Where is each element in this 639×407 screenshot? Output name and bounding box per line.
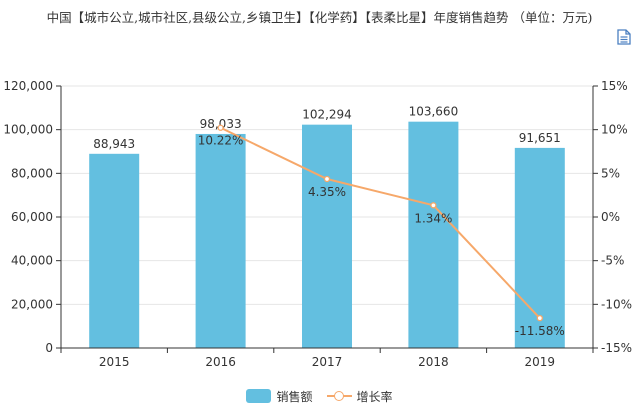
growth-point-2019 (536, 314, 543, 322)
y-right-tick-label: -5% (601, 254, 624, 268)
y-right-tick-label: 0% (601, 210, 620, 224)
bar-2016 (195, 133, 246, 348)
y-left-tick-label: 80,000 (11, 166, 53, 180)
growth-point-2017 (323, 175, 331, 183)
y-left-tick-label: 100,000 (3, 123, 53, 137)
legend-swatch-sales (246, 389, 272, 403)
combo-chart: 88,943 98,033 102,294 103,660 91,651 10.22% 4.… (3, 79, 632, 369)
growth-label-2018: 1.34% (414, 211, 452, 225)
x-tick-label-2017: 2017 (312, 355, 343, 369)
bar-label-2018: 103,660 (409, 105, 459, 119)
x-tick-label-2016: 2016 (205, 355, 236, 369)
bar-label-2015: 88,943 (93, 137, 135, 151)
growth-label-2016: 10.22% (198, 134, 244, 148)
y-left-tick-label: 40,000 (11, 254, 53, 268)
y-right-tick-label: 15% (601, 79, 628, 93)
growth-line (220, 126, 541, 319)
legend-label-sales: 销售额 (276, 389, 313, 404)
chart-title: 中国【城市公立,城市社区,县级公立,乡镇卫生】【化学药】【表柔比星】年度销售趋势… (46, 10, 593, 25)
y-right-tick-label: -15% (601, 341, 632, 355)
y-left-tick-label: 120,000 (3, 79, 53, 93)
y-right-tick-label: 5% (601, 166, 620, 180)
bar-2018 (408, 121, 459, 349)
y-left-tick-label: 20,000 (11, 297, 53, 311)
x-tick-label-2018: 2018 (418, 355, 449, 369)
legend-label-growth: 增长率 (356, 389, 393, 404)
bar-2019 (514, 147, 565, 348)
bar-label-2017: 102,294 (302, 108, 352, 122)
bar-label-2019: 91,651 (519, 131, 561, 145)
y-left-tick-label: 0 (45, 341, 53, 355)
bar-2017 (302, 124, 352, 348)
data-view-icon[interactable] (617, 29, 631, 45)
legend-swatch-growth (326, 389, 352, 403)
y-left-tick-label: 60,000 (11, 210, 53, 224)
bar-label-2016: 98,033 (200, 117, 242, 131)
legend-item-growth[interactable]: 增长率 (326, 388, 393, 405)
y-right-tick-label: 10% (601, 123, 628, 137)
x-tick-label-2019: 2019 (525, 355, 556, 369)
bar-2015 (89, 153, 140, 348)
y-right-tick-label: -10% (601, 297, 632, 311)
x-tick-label-2015: 2015 (99, 355, 130, 369)
growth-label-2017: 4.35% (308, 185, 346, 199)
growth-point-2018 (430, 202, 437, 209)
growth-point-2016 (217, 124, 224, 131)
legend-item-sales[interactable]: 销售额 (246, 388, 313, 405)
growth-label-2019: -11.58% (515, 324, 565, 338)
legend: 销售额 增长率 (0, 386, 639, 406)
